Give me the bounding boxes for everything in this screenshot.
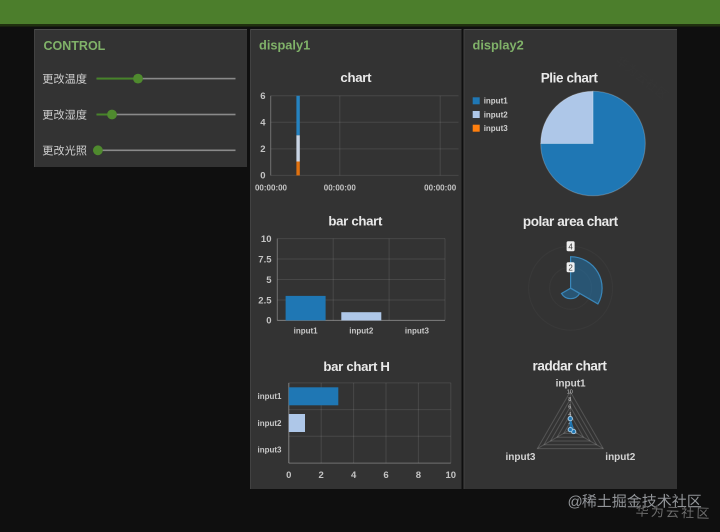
svg-text:input2: input2 xyxy=(258,419,283,428)
svg-text:10: 10 xyxy=(261,234,272,245)
svg-text:raddar chart: raddar chart xyxy=(533,359,608,374)
svg-text:2: 2 xyxy=(568,263,573,272)
svg-text:Plie chart: Plie chart xyxy=(541,71,599,86)
svg-text:input2: input2 xyxy=(484,110,509,119)
svg-text:6: 6 xyxy=(260,91,265,102)
svg-text:6: 6 xyxy=(383,470,388,481)
svg-text:input1: input1 xyxy=(258,392,283,401)
svg-text:input3: input3 xyxy=(258,446,283,455)
svg-text:2.5: 2.5 xyxy=(258,295,272,306)
svg-text:input2: input2 xyxy=(605,452,635,463)
svg-text:7.5: 7.5 xyxy=(258,254,272,265)
svg-text:8: 8 xyxy=(416,470,421,481)
svg-text:10: 10 xyxy=(567,389,573,395)
svg-text:polar area chart: polar area chart xyxy=(523,214,619,229)
svg-text:4: 4 xyxy=(260,118,266,129)
svg-text:bar chart: bar chart xyxy=(328,214,383,229)
svg-text:0: 0 xyxy=(266,316,271,327)
svg-text:input1: input1 xyxy=(556,379,586,390)
svg-text:10: 10 xyxy=(446,470,457,481)
svg-text:2: 2 xyxy=(319,470,324,481)
svg-text:input2: input2 xyxy=(349,327,374,336)
svg-text:8: 8 xyxy=(568,397,571,403)
svg-text:input1: input1 xyxy=(484,97,509,106)
svg-text:2: 2 xyxy=(260,144,265,155)
svg-text:00:00:00: 00:00:00 xyxy=(324,183,357,192)
svg-text:input3: input3 xyxy=(506,452,536,463)
svg-text:display2: display2 xyxy=(473,38,524,53)
svg-text:0: 0 xyxy=(286,470,291,481)
svg-text:4: 4 xyxy=(568,412,571,418)
svg-text:00:00:00: 00:00:00 xyxy=(424,183,457,192)
svg-text:5: 5 xyxy=(266,275,272,286)
svg-text:chart: chart xyxy=(340,70,372,85)
svg-text:4: 4 xyxy=(351,470,357,481)
svg-text:4: 4 xyxy=(568,242,573,251)
svg-text:0: 0 xyxy=(260,171,265,182)
svg-text:input3: input3 xyxy=(405,327,430,336)
svg-text:6: 6 xyxy=(568,405,571,411)
svg-text:00:00:00: 00:00:00 xyxy=(255,183,288,192)
svg-text:input3: input3 xyxy=(484,124,509,133)
svg-text:input1: input1 xyxy=(294,327,319,336)
svg-text:@: @ xyxy=(568,494,583,511)
svg-text:CONTROL: CONTROL xyxy=(44,39,106,53)
svg-text:bar chart H: bar chart H xyxy=(323,359,389,374)
svg-text:dispaly1: dispaly1 xyxy=(259,38,310,53)
